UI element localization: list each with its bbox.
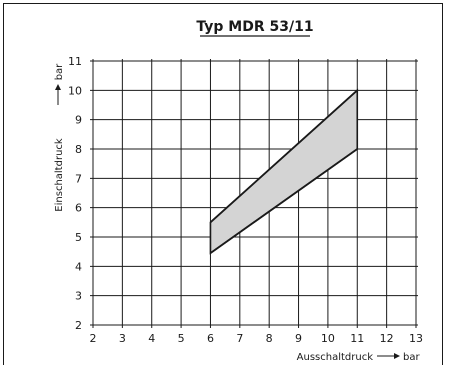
x-tick-label-10: 10 — [321, 332, 335, 345]
y-tick-label-3: 3 — [75, 290, 82, 303]
tick-labels: 2 3 4 5 6 7 8 9 10 11 12 13 2 3 4 5 6 7 8 9 10 11 — [68, 55, 423, 345]
x-tick-label-4: 4 — [148, 332, 155, 345]
y-tick-label-9: 9 — [75, 114, 82, 127]
y-tick-label-2: 2 — [75, 319, 82, 332]
y-axis-label: Einschaltdruck — [54, 138, 65, 212]
x-tick-label-9: 9 — [295, 332, 302, 345]
y-tick-label-11: 11 — [68, 55, 82, 68]
y-axis-unit: bar — [54, 63, 65, 80]
x-tick-label-7: 7 — [236, 332, 243, 345]
region-lower-boundary — [209, 148, 358, 254]
x-tick-label-12: 12 — [380, 332, 394, 345]
y-axis-arrow — [55, 84, 61, 105]
x-tick-label-8: 8 — [266, 332, 273, 345]
x-tick-label-11: 11 — [350, 332, 364, 345]
chart-frame — [3, 3, 443, 365]
x-tick-label-13: 13 — [409, 332, 423, 345]
y-tick-label-6: 6 — [75, 202, 82, 215]
grid — [90, 59, 418, 328]
x-axis-unit: bar — [403, 352, 420, 363]
x-axis-arrow — [377, 353, 400, 359]
y-tick-label-5: 5 — [75, 231, 82, 244]
y-axis-unit-group: bar — [54, 63, 65, 80]
x-tick-label-6: 6 — [207, 332, 214, 345]
x-axis-label: Ausschaltdruck — [297, 352, 374, 363]
y-tick-label-8: 8 — [75, 143, 82, 156]
y-tick-label-10: 10 — [68, 84, 82, 97]
operating-region — [209, 88, 359, 255]
region-upper-boundary — [209, 89, 358, 224]
x-tick-label-3: 3 — [119, 332, 126, 345]
x-tick-label-2: 2 — [90, 332, 97, 345]
y-tick-label-7: 7 — [75, 172, 82, 185]
region-fill — [209, 88, 359, 255]
chart-title: Typ MDR 53/11 — [196, 19, 313, 35]
x-tick-label-5: 5 — [178, 332, 185, 345]
y-axis-label-group: Einschaltdruck — [54, 138, 65, 212]
y-tick-label-4: 4 — [75, 260, 82, 273]
